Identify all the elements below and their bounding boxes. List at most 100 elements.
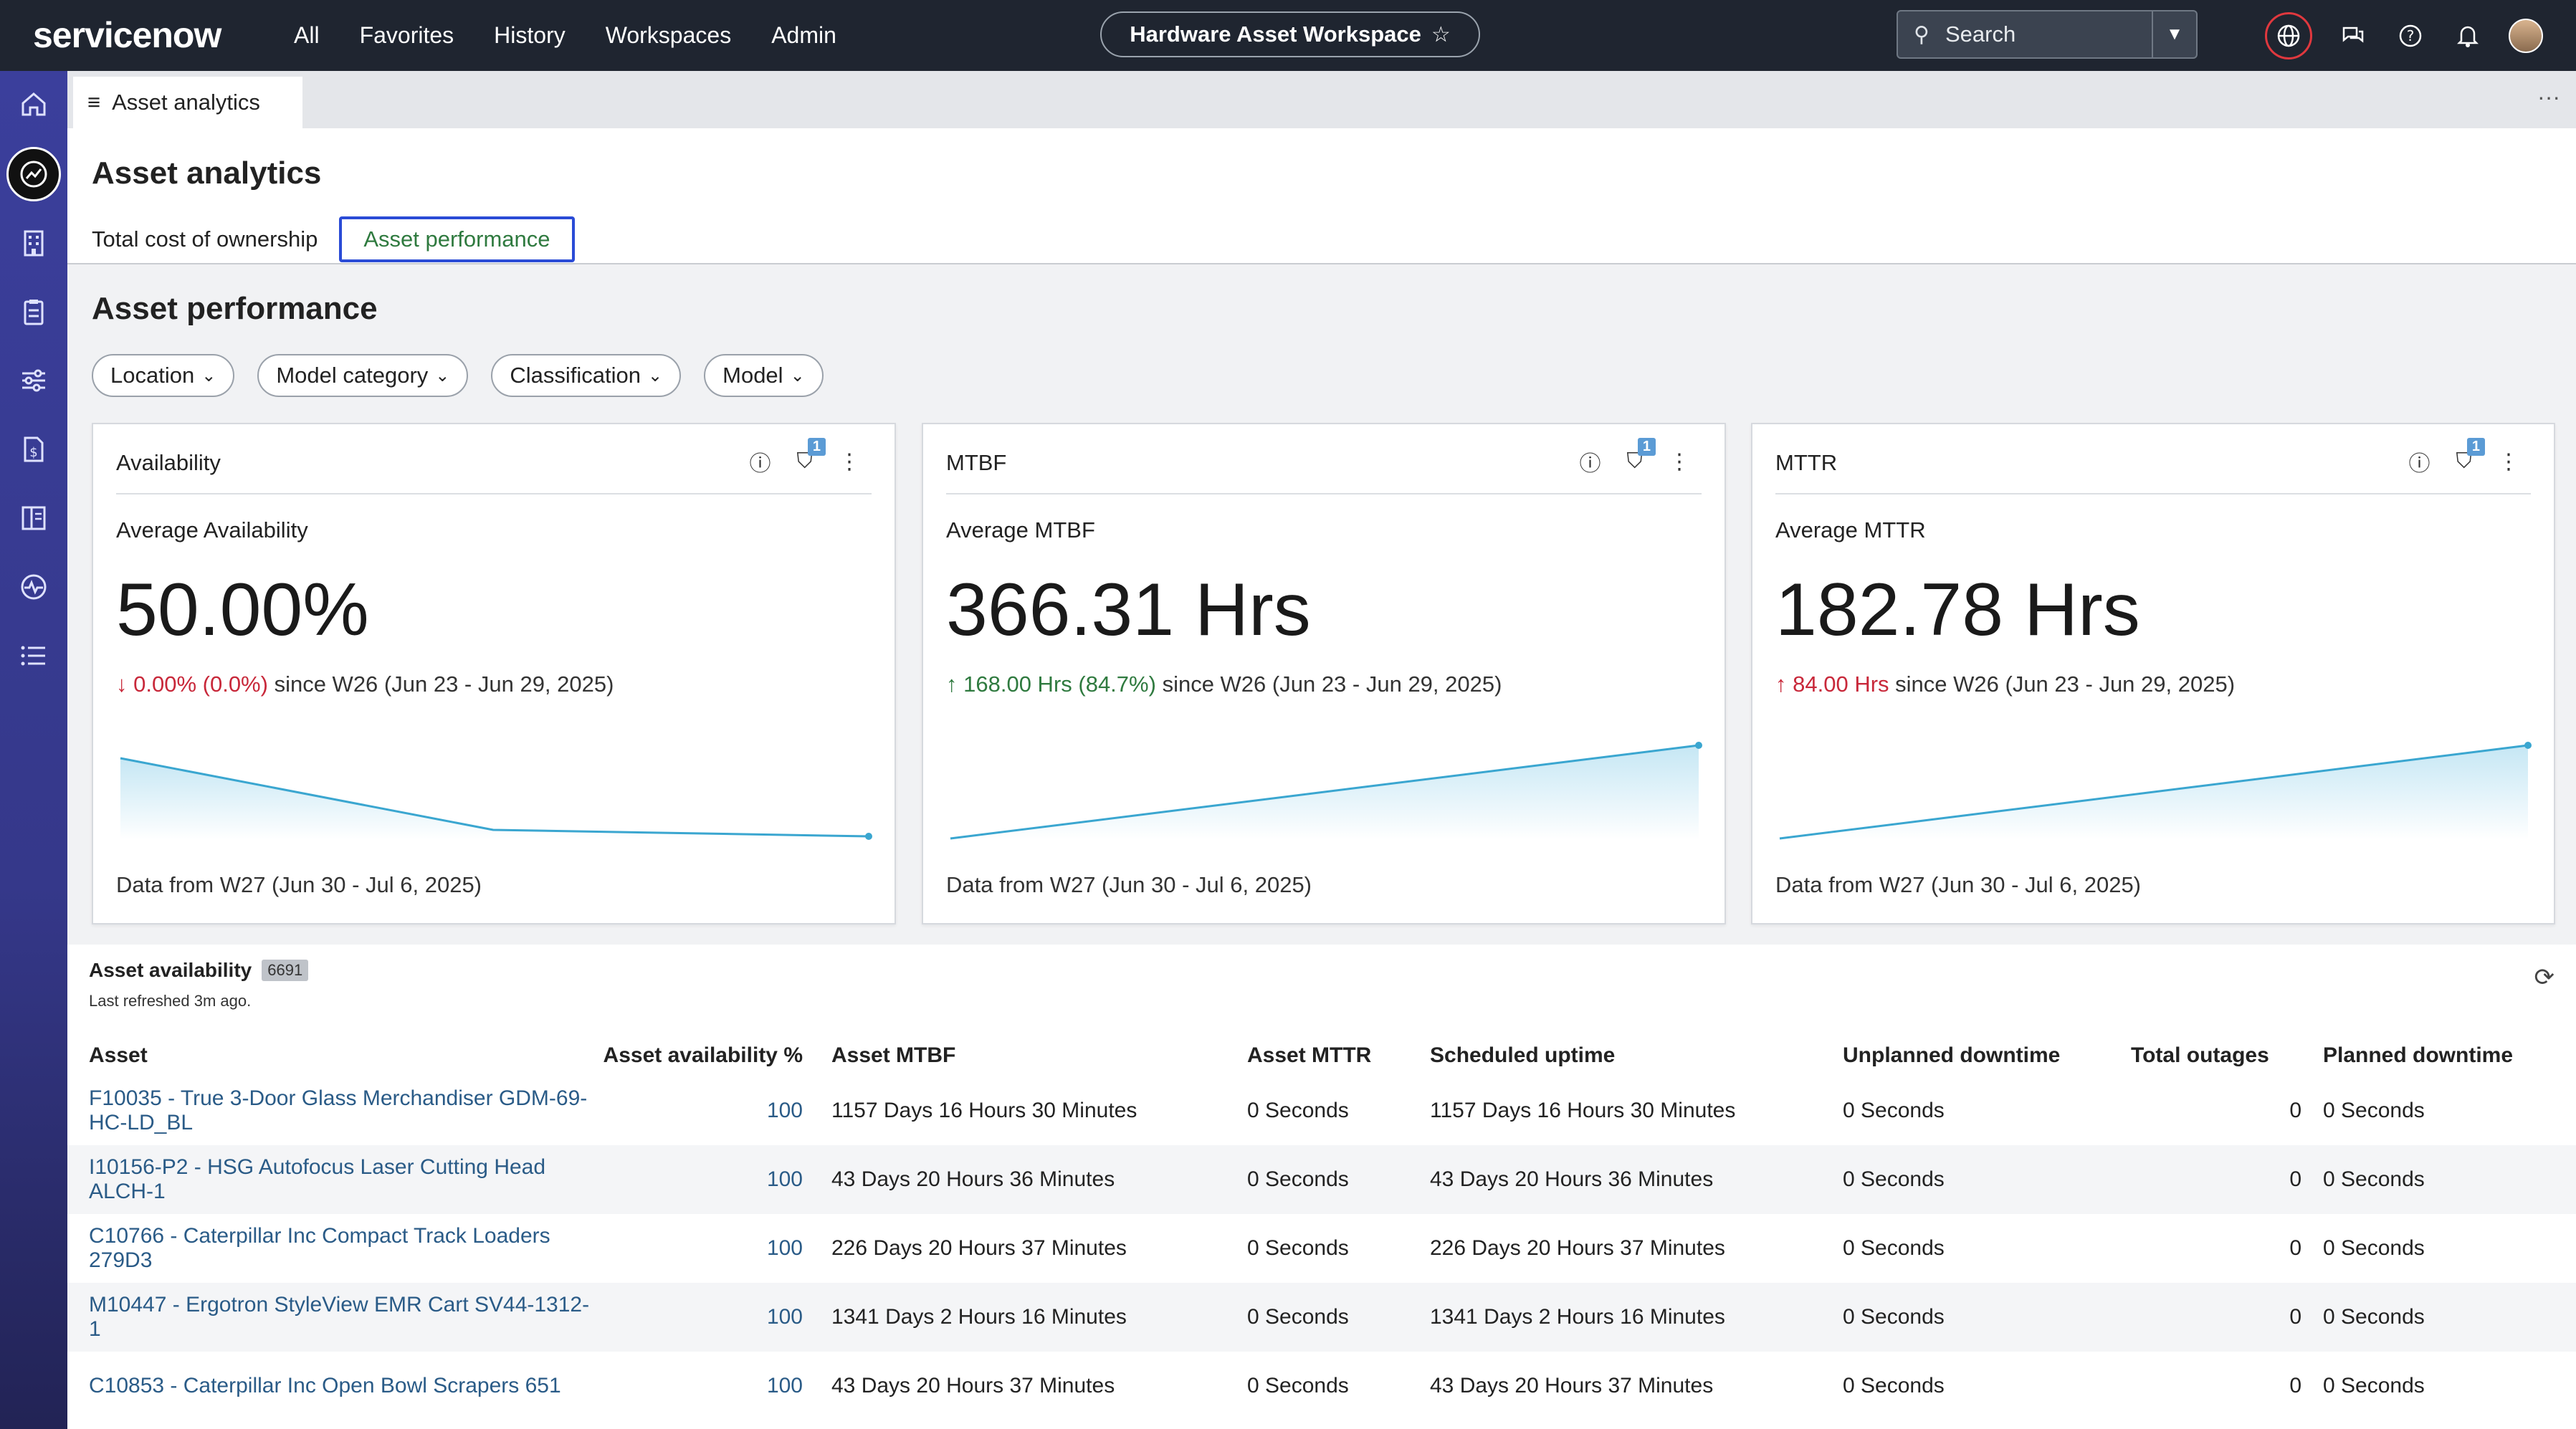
card-label: Average MTTR bbox=[1775, 517, 1926, 543]
workspace-sidebar: $ bbox=[0, 71, 67, 1429]
filter-icon[interactable]: ⛉ 1 bbox=[2456, 438, 2485, 474]
nav-workspaces[interactable]: Workspaces bbox=[605, 22, 732, 48]
card-footer: Data from W27 (Jun 30 - Jul 6, 2025) bbox=[946, 872, 1312, 897]
planned-cell: 0 Seconds bbox=[2323, 1236, 2425, 1260]
tab-asset-analytics[interactable]: ≡ Asset analytics bbox=[73, 77, 302, 128]
info-icon[interactable]: ⓘ bbox=[1579, 452, 1601, 476]
card-label: Average MTBF bbox=[946, 517, 1095, 543]
filter-icon[interactable]: ⛉ 1 bbox=[1627, 438, 1656, 474]
col-unplanned-downtime[interactable]: Unplanned downtime bbox=[1843, 1043, 2061, 1067]
filter-model[interactable]: Model ⌄ bbox=[704, 354, 824, 397]
more-options-icon[interactable]: ··· bbox=[2537, 84, 2560, 110]
asset-link[interactable]: M10447 - Ergotron StyleView EMR Cart SV4… bbox=[89, 1293, 590, 1341]
building-icon[interactable] bbox=[16, 226, 51, 260]
chat-icon[interactable] bbox=[2337, 19, 2370, 52]
col-mttr[interactable]: Asset MTTR bbox=[1247, 1043, 1372, 1067]
delta-value: 0.00% (0.0%) bbox=[133, 672, 268, 697]
info-icon[interactable]: ⓘ bbox=[2408, 452, 2430, 476]
search-icon: ⚲ bbox=[1914, 22, 1929, 47]
mtbf-cell: 1157 Days 16 Hours 30 Minutes bbox=[831, 1099, 1137, 1122]
info-icon[interactable]: ⓘ bbox=[749, 452, 771, 476]
arrow-down-icon: ↓ bbox=[116, 672, 128, 697]
filter-bar: Location ⌄ Model category ⌄ Classification… bbox=[92, 354, 824, 397]
refresh-icon[interactable]: ⟳ bbox=[2534, 964, 2555, 991]
avatar[interactable] bbox=[2509, 18, 2543, 53]
mttr-cell: 0 Seconds bbox=[1247, 1305, 1349, 1329]
servicenow-logo[interactable]: servicenow bbox=[33, 15, 221, 55]
uptime-cell: 1157 Days 16 Hours 30 Minutes bbox=[1430, 1099, 1736, 1122]
filter-model-category[interactable]: Model category ⌄ bbox=[257, 354, 469, 397]
delta-since: since W26 (Jun 23 - Jun 29, 2025) bbox=[1895, 672, 2236, 697]
unplanned-cell: 0 Seconds bbox=[1843, 1167, 1945, 1191]
card-title: MTTR bbox=[1775, 450, 1838, 475]
asset-link[interactable]: I10156-P2 - HSG Autofocus Laser Cutting … bbox=[89, 1155, 546, 1203]
kebab-menu-icon[interactable]: ⋮ bbox=[839, 449, 860, 474]
top-icons: ? bbox=[2265, 0, 2543, 71]
global-search[interactable]: ⚲ Search ▼ bbox=[1897, 10, 2198, 59]
top-navigation-bar: servicenow All Favorites History Workspa… bbox=[0, 0, 2576, 71]
uptime-cell: 43 Days 20 Hours 36 Minutes bbox=[1430, 1167, 1714, 1191]
availability-link[interactable]: 100 bbox=[766, 1167, 803, 1191]
catalog-icon[interactable] bbox=[16, 501, 51, 535]
home-icon[interactable] bbox=[16, 87, 51, 121]
unplanned-cell: 0 Seconds bbox=[1843, 1305, 1945, 1329]
page-title: Asset analytics bbox=[92, 156, 322, 191]
pulse-icon[interactable] bbox=[16, 570, 51, 604]
nav-history[interactable]: History bbox=[494, 22, 566, 48]
nav-admin[interactable]: Admin bbox=[771, 22, 836, 48]
kebab-menu-icon[interactable]: ⋮ bbox=[2498, 449, 2519, 474]
col-availability[interactable]: Asset availability % bbox=[603, 1043, 803, 1067]
card-delta: ↑ 84.00 Hrs since W26 (Jun 23 - Jun 29, … bbox=[1775, 672, 2235, 697]
nav-all[interactable]: All bbox=[294, 22, 320, 48]
workspace-title: Hardware Asset Workspace bbox=[1130, 21, 1421, 47]
nav-favorites[interactable]: Favorites bbox=[359, 22, 454, 48]
filter-label: Location bbox=[110, 363, 195, 388]
card-label: Average Availability bbox=[116, 517, 308, 543]
hamburger-icon[interactable]: ≡ bbox=[87, 90, 101, 115]
workspace-title-pill[interactable]: Hardware Asset Workspace ☆ bbox=[1100, 11, 1480, 57]
delta-since: since W26 (Jun 23 - Jun 29, 2025) bbox=[1162, 672, 1502, 697]
col-planned-downtime[interactable]: Planned downtime bbox=[2323, 1043, 2514, 1067]
sliders-icon[interactable] bbox=[16, 363, 51, 398]
availability-link[interactable]: 100 bbox=[766, 1374, 803, 1397]
filter-classification[interactable]: Classification ⌄ bbox=[491, 354, 682, 397]
card-footer: Data from W27 (Jun 30 - Jul 6, 2025) bbox=[116, 872, 482, 897]
clipboard-icon[interactable] bbox=[16, 295, 51, 329]
unplanned-cell: 0 Seconds bbox=[1843, 1374, 1945, 1397]
asset-link[interactable]: F10035 - True 3-Door Glass Merchandiser … bbox=[89, 1086, 588, 1134]
availability-link[interactable]: 100 bbox=[766, 1305, 803, 1329]
mtbf-card: MTBF ⓘ ⛉ 1 ⋮ Average MTBF 366.31 Hrs ↑ 16… bbox=[922, 423, 1726, 924]
delta-value: 168.00 Hrs (84.7%) bbox=[963, 672, 1156, 697]
bell-icon[interactable] bbox=[2451, 19, 2484, 52]
table-header-row: Asset Asset availability % Asset MTBF As… bbox=[67, 1035, 2576, 1076]
list-icon[interactable] bbox=[16, 639, 51, 673]
finance-icon[interactable]: $ bbox=[16, 432, 51, 467]
availability-link[interactable]: 100 bbox=[766, 1236, 803, 1260]
asset-link[interactable]: C10853 - Caterpillar Inc Open Bowl Scrap… bbox=[89, 1374, 561, 1397]
planned-cell: 0 Seconds bbox=[2323, 1374, 2425, 1397]
filter-location[interactable]: Location ⌄ bbox=[92, 354, 235, 397]
col-asset[interactable]: Asset bbox=[89, 1043, 148, 1067]
filter-count-badge: 1 bbox=[2466, 438, 2485, 456]
search-input[interactable]: Search bbox=[1945, 21, 2016, 47]
tab-asset-performance[interactable]: Asset performance bbox=[339, 216, 575, 262]
search-scope-dropdown[interactable]: ▼ bbox=[2152, 11, 2196, 57]
asset-link[interactable]: C10766 - Caterpillar Inc Compact Track L… bbox=[89, 1224, 550, 1272]
filter-icon[interactable]: ⛉ 1 bbox=[797, 438, 826, 474]
chevron-down-icon: ⌄ bbox=[201, 365, 216, 386]
availability-link[interactable]: 100 bbox=[766, 1099, 803, 1122]
col-total-outages[interactable]: Total outages bbox=[2131, 1043, 2269, 1067]
star-icon[interactable]: ☆ bbox=[1431, 22, 1451, 47]
last-refreshed: Last refreshed 3m ago. bbox=[89, 992, 252, 1010]
divider bbox=[116, 493, 872, 494]
tab-total-cost-of-ownership[interactable]: Total cost of ownership bbox=[92, 226, 318, 252]
globe-icon[interactable] bbox=[2265, 11, 2312, 59]
col-scheduled-uptime[interactable]: Scheduled uptime bbox=[1430, 1043, 1616, 1067]
kebab-menu-icon[interactable]: ⋮ bbox=[1669, 449, 1690, 474]
outages-cell: 0 bbox=[2289, 1099, 2301, 1122]
analytics-icon[interactable] bbox=[6, 147, 61, 201]
mtbf-cell: 1341 Days 2 Hours 16 Minutes bbox=[831, 1305, 1127, 1329]
help-icon[interactable]: ? bbox=[2394, 19, 2427, 52]
col-mtbf[interactable]: Asset MTBF bbox=[831, 1043, 956, 1067]
card-title: Availability bbox=[116, 450, 221, 475]
